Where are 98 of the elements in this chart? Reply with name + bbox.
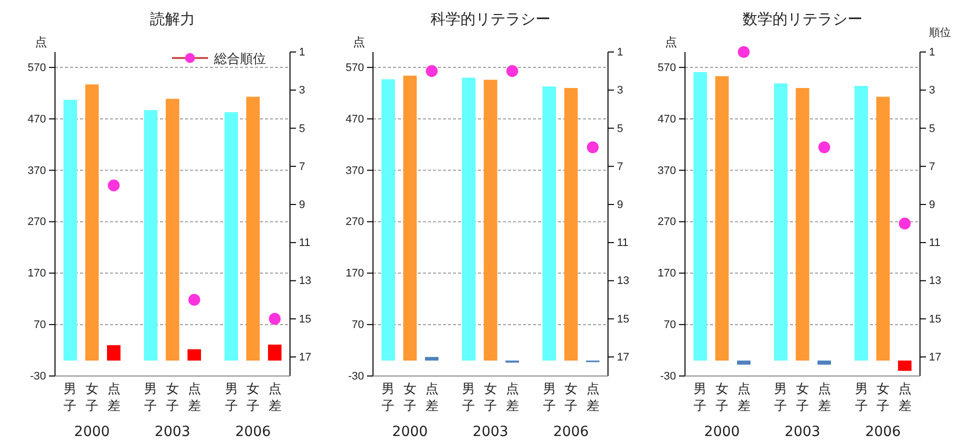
y2-tick-label: 9 [299, 198, 306, 211]
x-tick-label: 女子 [715, 382, 728, 414]
legend-label: 総合順位 [213, 52, 266, 67]
y-axis-title: 点 [35, 35, 47, 49]
x-tick-label: 男子 [64, 382, 77, 414]
y2-tick-label: 3 [299, 84, 306, 97]
x-tick-label: 点差 [268, 382, 282, 414]
y-tick-label: 570 [346, 62, 364, 74]
x-tick-label: 点差 [107, 382, 120, 414]
point [818, 141, 830, 154]
x-tick-label: 点差 [506, 382, 519, 414]
y-tick-label: 570 [28, 62, 46, 74]
chart-title: 読解力 [150, 10, 195, 28]
text: 2000 [74, 424, 110, 440]
y2-tick-label: 5 [929, 122, 936, 135]
y2-tick-label: 1 [929, 46, 936, 59]
y-axis-title: 点 [665, 35, 677, 49]
y-tick-label: 270 [658, 216, 676, 228]
x-tick-label: 女子 [166, 382, 179, 414]
y2-tick-label: 13 [929, 275, 942, 288]
x-tick-label: 点差 [898, 382, 912, 414]
y2-tick-label: 5 [299, 122, 306, 135]
y2-tick-label: 13 [299, 275, 312, 288]
text: 2003 [784, 424, 820, 440]
y-tick-label: 370 [658, 164, 676, 177]
y-tick-label: 370 [346, 164, 364, 177]
y-tick-label: 270 [346, 216, 364, 228]
text: 2003 [154, 424, 190, 440]
y-tick-label: 470 [658, 113, 676, 126]
text: 2006 [553, 424, 589, 440]
x-tick-label: 点差 [425, 382, 438, 414]
y2-tick-label: 11 [299, 237, 310, 250]
text: 2000 [704, 424, 740, 440]
point [188, 294, 200, 306]
y2-tick-label: 7 [299, 160, 306, 173]
y2-tick-label: 9 [617, 198, 624, 211]
y-tick-label: 470 [346, 113, 364, 126]
y2-tick-label: 15 [617, 313, 630, 326]
x-tick-label: 点差 [818, 382, 831, 414]
y2-tick-label: 15 [299, 313, 312, 326]
x-tick-label: 男子 [774, 382, 788, 414]
y2-tick-label: 3 [617, 84, 624, 97]
point [738, 46, 750, 58]
x-tick-label: 女子 [246, 382, 260, 414]
y-tick-label: 170 [28, 268, 46, 280]
x-tick-label: 女子 [796, 382, 809, 414]
y-tick-label: -30 [348, 370, 364, 383]
y2-tick-label: 11 [929, 237, 940, 250]
y-tick-label: 270 [28, 216, 46, 228]
x-tick-label: 男子 [462, 382, 476, 414]
y2-tick-label: 7 [617, 160, 624, 173]
y-tick-label: -30 [660, 370, 676, 383]
y-tick-label: 70 [664, 319, 676, 332]
x-tick-label: 女子 [484, 382, 497, 414]
y2-axis-title: 順位 [929, 26, 951, 39]
y-tick-label: 70 [352, 319, 364, 332]
y2-tick-label: 1 [299, 46, 306, 59]
text: 2003 [472, 424, 508, 440]
text: 2006 [235, 424, 271, 440]
y2-tick-label: 7 [929, 160, 936, 173]
y-tick-label: 70 [34, 319, 46, 332]
point [268, 312, 281, 325]
point [108, 180, 120, 192]
y2-tick-label: 17 [617, 351, 630, 364]
y2-tick-label: 3 [929, 84, 936, 97]
x-tick-label: 女子 [876, 382, 890, 414]
x-tick-label: 点差 [737, 382, 750, 414]
x-tick-label: 点差 [586, 382, 600, 414]
y-tick-label: 370 [28, 164, 46, 177]
y-tick-label: -30 [30, 370, 46, 383]
text: 2006 [865, 424, 901, 440]
y2-tick-label: 1 [617, 46, 624, 59]
y-tick-label: 170 [658, 268, 676, 280]
x-tick-label: 男子 [224, 382, 238, 414]
x-tick-label: 女子 [85, 382, 98, 414]
x-tick-label: 男子 [694, 382, 707, 414]
y2-tick-label: 13 [617, 275, 630, 288]
text: 2000 [392, 424, 428, 440]
y2-tick-label: 9 [929, 198, 936, 211]
y-tick-label: 470 [28, 113, 46, 126]
x-tick-label: 男子 [144, 382, 158, 414]
y-axis-title: 点 [353, 35, 365, 49]
x-tick-label: 点差 [188, 382, 201, 414]
y2-tick-label: 17 [299, 351, 312, 364]
y2-tick-label: 11 [617, 237, 628, 250]
y-tick-label: 170 [346, 268, 364, 280]
x-tick-label: 男子 [542, 382, 556, 414]
y2-tick-label: 5 [617, 122, 624, 135]
point [898, 218, 911, 230]
x-tick-label: 男子 [854, 382, 868, 414]
y2-tick-label: 15 [929, 313, 942, 326]
y-tick-label: 570 [658, 62, 676, 74]
x-tick-label: 女子 [564, 382, 578, 414]
x-tick-label: 女子 [403, 382, 416, 414]
y2-tick-label: 17 [929, 351, 942, 364]
chart-title: 数学的リテラシー [742, 10, 862, 28]
x-tick-label: 男子 [382, 382, 395, 414]
chart-title: 科学的リテラシー [430, 10, 550, 28]
